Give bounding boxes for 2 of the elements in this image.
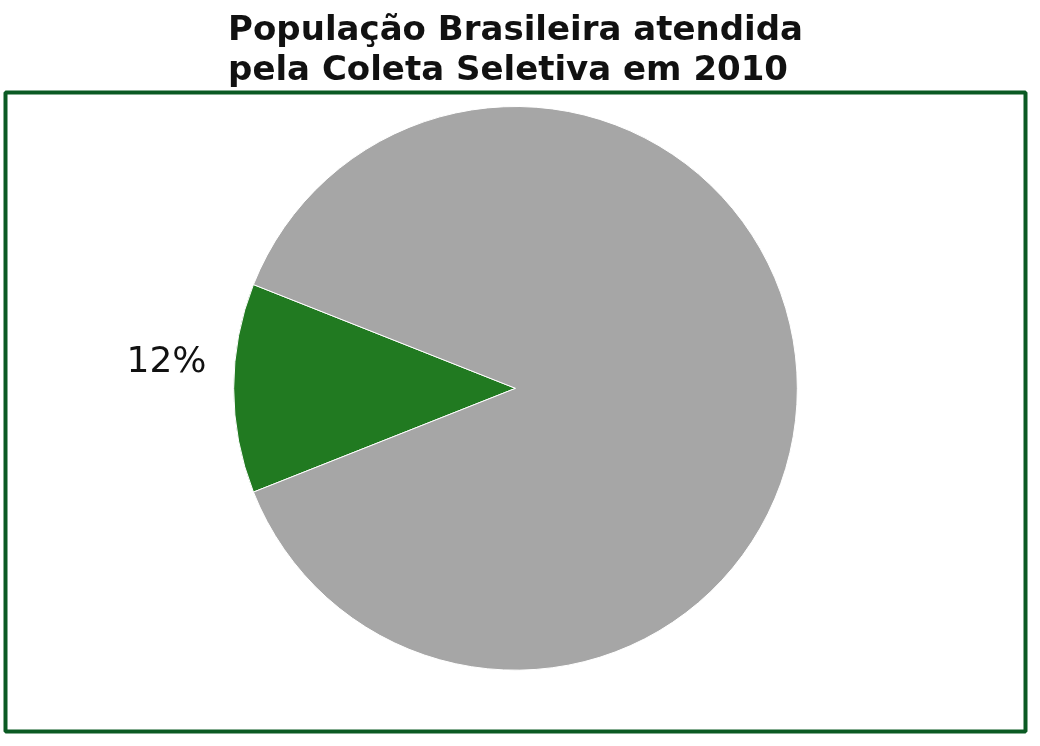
data-label: 12% — [126, 339, 207, 381]
chart-title: População Brasileira atendida pela Coleta Seletiva em 2010 — [228, 7, 803, 88]
